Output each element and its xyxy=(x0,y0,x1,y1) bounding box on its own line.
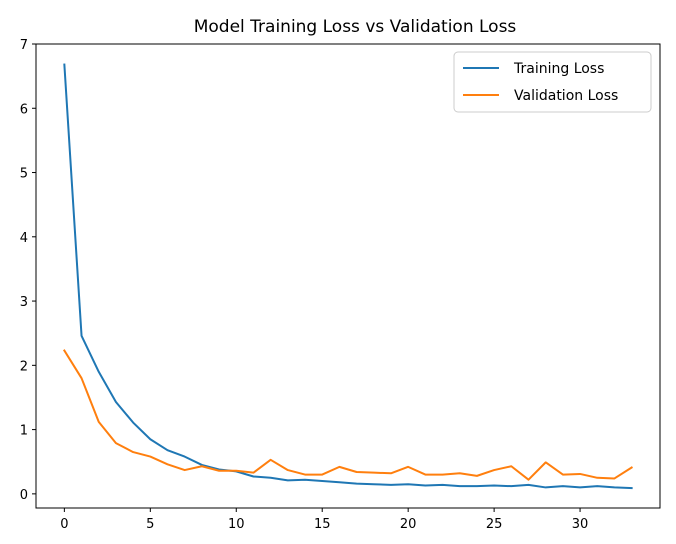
x-tick-label: 30 xyxy=(572,517,589,532)
x-tick-label: 5 xyxy=(146,517,154,532)
x-tick-label: 20 xyxy=(400,517,417,532)
y-tick-label: 6 xyxy=(20,102,28,117)
y-tick-label: 4 xyxy=(20,231,28,246)
y-tick-label: 5 xyxy=(20,167,28,182)
training-loss-legend-label: Training Loss xyxy=(513,61,604,77)
x-tick-label: 10 xyxy=(228,517,245,532)
x-tick-label: 15 xyxy=(314,517,331,532)
series-layer xyxy=(62,63,634,490)
y-tick-label: 2 xyxy=(20,359,28,374)
validation-loss-line xyxy=(62,349,634,481)
ticks-layer: 0 5 10 15 20 25 30 0 1 2 3 4 5 6 7 xyxy=(20,38,589,532)
y-tick-label: 3 xyxy=(20,295,28,310)
training-loss-line xyxy=(63,63,633,490)
chart-title: Model Training Loss vs Validation Loss xyxy=(194,17,517,37)
plot-frame xyxy=(35,43,661,509)
y-tick-label: 0 xyxy=(20,488,28,503)
legend-box xyxy=(453,51,652,113)
x-tick-label: 0 xyxy=(60,517,68,532)
legend: Training Loss Validation Loss xyxy=(453,51,652,113)
validation-loss-legend-label: Validation Loss xyxy=(514,88,618,104)
y-tick-label: 1 xyxy=(20,424,28,439)
y-tick-label: 7 xyxy=(20,38,28,53)
legend-entries: Training Loss Validation Loss xyxy=(463,61,618,104)
x-tick-label: 25 xyxy=(486,517,503,532)
